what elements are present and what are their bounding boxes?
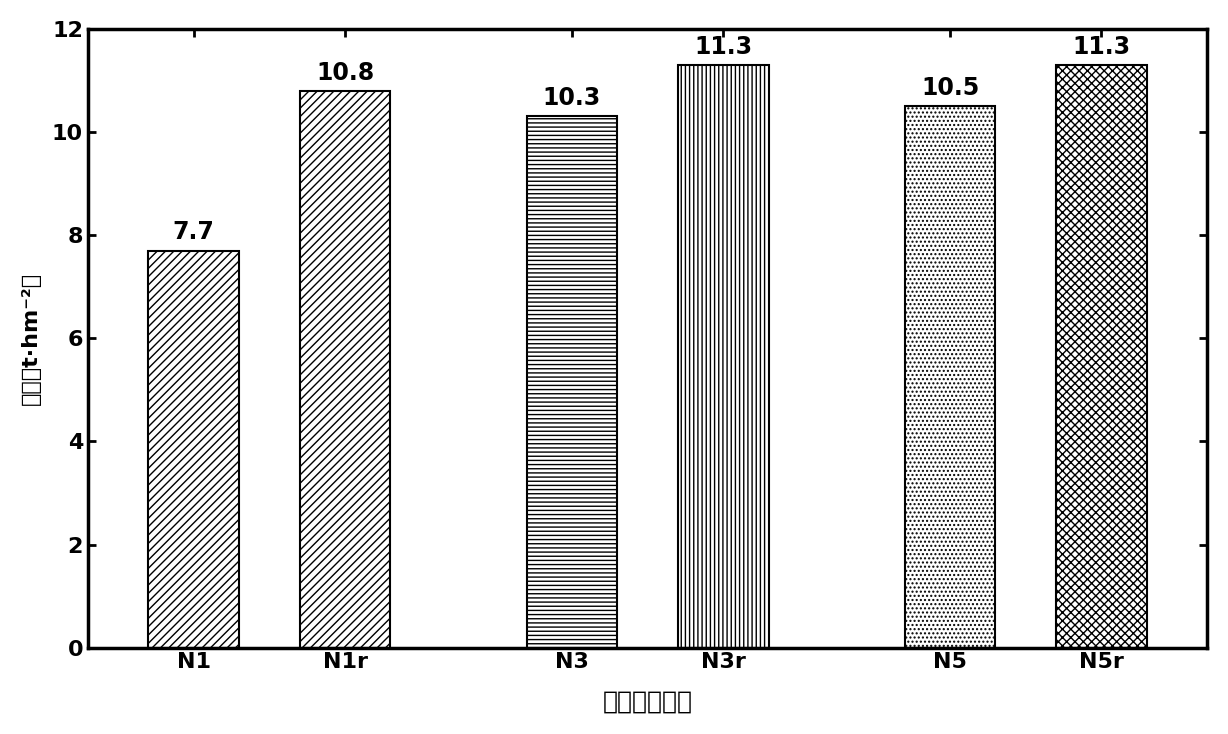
Bar [527,117,618,647]
Text: 10.8: 10.8 [316,60,375,84]
Bar [905,106,996,647]
Text: 10.5: 10.5 [921,76,979,100]
X-axis label: 不同氮肂处理: 不同氮肂处理 [603,689,693,713]
Bar [149,250,239,647]
Bar [678,65,769,647]
Bar [1056,65,1147,647]
Bar [300,91,391,647]
Y-axis label: 产量（t·hm⁻²）: 产量（t·hm⁻²） [21,272,41,404]
Text: 11.3: 11.3 [694,34,753,59]
Text: 7.7: 7.7 [173,220,215,244]
Text: 11.3: 11.3 [1072,34,1130,59]
Text: 10.3: 10.3 [543,87,600,110]
